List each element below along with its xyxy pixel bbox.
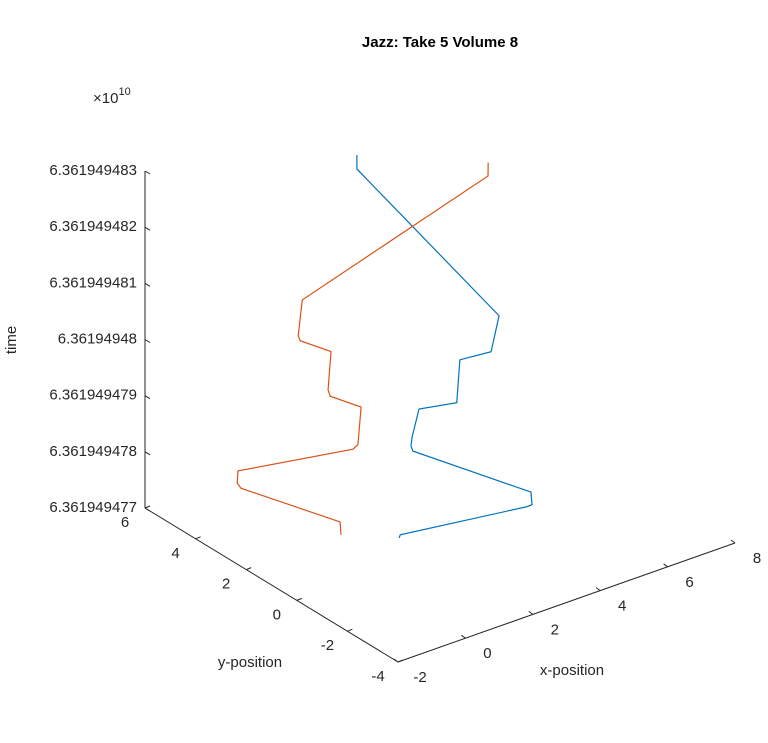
y-tick-label: 4 <box>171 545 179 562</box>
data-line <box>236 162 489 535</box>
z-tick-label: 6.361949479 <box>49 387 137 404</box>
z-multiplier: ×1010 <box>93 86 131 107</box>
y-axis-line <box>144 507 399 663</box>
x-tick-label: 6 <box>685 574 693 591</box>
x-tick <box>730 539 736 544</box>
y-tick <box>246 567 252 571</box>
y-tick-label: 0 <box>273 606 281 623</box>
x-tick-label: -2 <box>413 669 426 686</box>
x-axis-title: x-position <box>540 662 604 679</box>
z-tick-label: 6.361949482 <box>49 218 137 235</box>
z-tick <box>144 451 151 456</box>
z-tick <box>144 507 151 512</box>
x-tick <box>595 587 601 591</box>
z-tick <box>144 226 151 231</box>
y-tick-label: 6 <box>121 514 129 531</box>
z-tick-label: 6.361949478 <box>49 443 137 460</box>
z-tick <box>144 339 151 343</box>
x-tick-label: 4 <box>618 598 626 615</box>
x-axis-line <box>397 542 736 663</box>
x-tick <box>663 563 668 568</box>
chart-title: Jazz: Take 5 Volume 8 <box>362 34 518 51</box>
z-tick-label: 6.36194948 <box>58 330 137 347</box>
y-tick <box>347 628 353 632</box>
data-line <box>356 155 533 539</box>
z-tick <box>144 282 151 287</box>
z-multiplier-base: ×10 <box>93 90 118 107</box>
z-tick-label: 6.361949481 <box>49 274 137 291</box>
z-tick-label: 6.361949483 <box>49 162 137 179</box>
y-tick-label: -2 <box>321 637 334 654</box>
x-tick-label: 8 <box>753 550 761 567</box>
z-tick <box>144 170 151 175</box>
x-tick-label: 0 <box>483 645 491 662</box>
y-tick <box>195 536 201 540</box>
x-tick <box>461 634 466 639</box>
x-tick-label: 2 <box>551 621 559 638</box>
z-tick-label: 6.361949477 <box>49 499 137 516</box>
y-tick-label: -4 <box>371 668 384 685</box>
z-tick <box>144 395 151 400</box>
y-tick <box>397 659 404 663</box>
y-tick-label: 2 <box>222 576 230 593</box>
y-axis-title: y-position <box>218 654 282 671</box>
y-tick <box>296 597 302 601</box>
x-tick <box>393 658 399 663</box>
z-multiplier-exponent: 10 <box>118 86 130 98</box>
z-axis-title: time <box>3 326 20 354</box>
y-tick <box>144 505 151 509</box>
x-tick <box>528 611 534 615</box>
